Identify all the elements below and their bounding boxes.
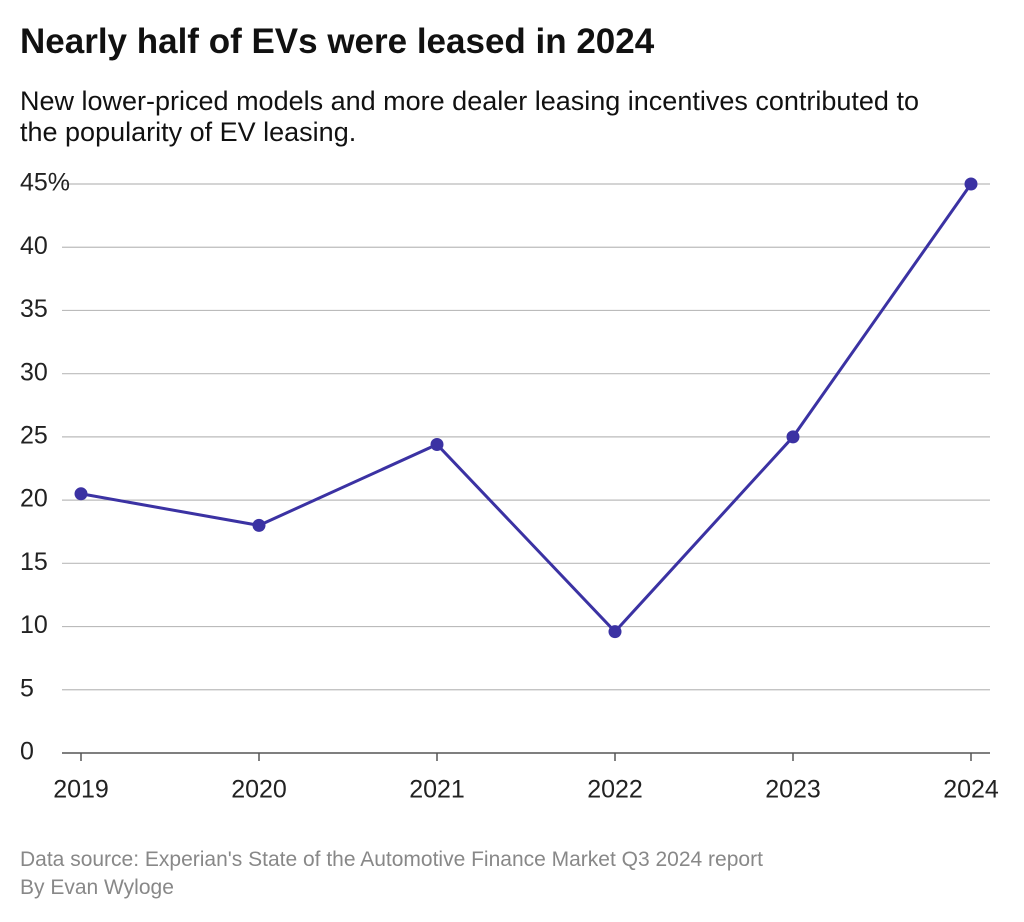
source: Data source: Experian's State of the Aut… — [20, 848, 763, 871]
point — [74, 487, 88, 501]
y-tick-label: 15 — [20, 548, 48, 576]
y-tick-label: 40 — [20, 232, 48, 260]
y-tick-label: 35 — [20, 295, 48, 323]
x-tick-label: 2020 — [231, 776, 287, 804]
point — [608, 625, 622, 639]
byline: By Evan Wyloge — [20, 876, 174, 899]
x-tick-label: 2024 — [943, 776, 999, 804]
x-tick-label: 2019 — [53, 776, 109, 804]
chart-title: Nearly half of EVs were leased in 2024 — [20, 22, 655, 61]
chart: 0 5 10 15 20 25 30 35 40 45% 2019 2020 2021 2022 2023 2… — [20, 169, 999, 804]
y-tick-label: 30 — [20, 358, 48, 386]
point — [252, 518, 266, 532]
y-tick-label: 5 — [20, 674, 34, 702]
x-tick-label: 2021 — [409, 776, 465, 804]
point — [964, 177, 978, 191]
y-tick-label: 25 — [20, 421, 48, 449]
x-tick-label: 2023 — [765, 776, 821, 804]
point — [786, 430, 800, 444]
y-tick-label: 0 — [20, 738, 34, 766]
x-tick-label: 2022 — [587, 776, 643, 804]
line — [80, 183, 973, 634]
y-tick-label: 10 — [20, 611, 48, 639]
chart-subtitle: New lower-priced models and more dealer … — [20, 86, 919, 147]
y-tick-label: 45% — [20, 169, 70, 197]
point — [430, 437, 444, 451]
y-tick-label: 20 — [20, 485, 48, 513]
